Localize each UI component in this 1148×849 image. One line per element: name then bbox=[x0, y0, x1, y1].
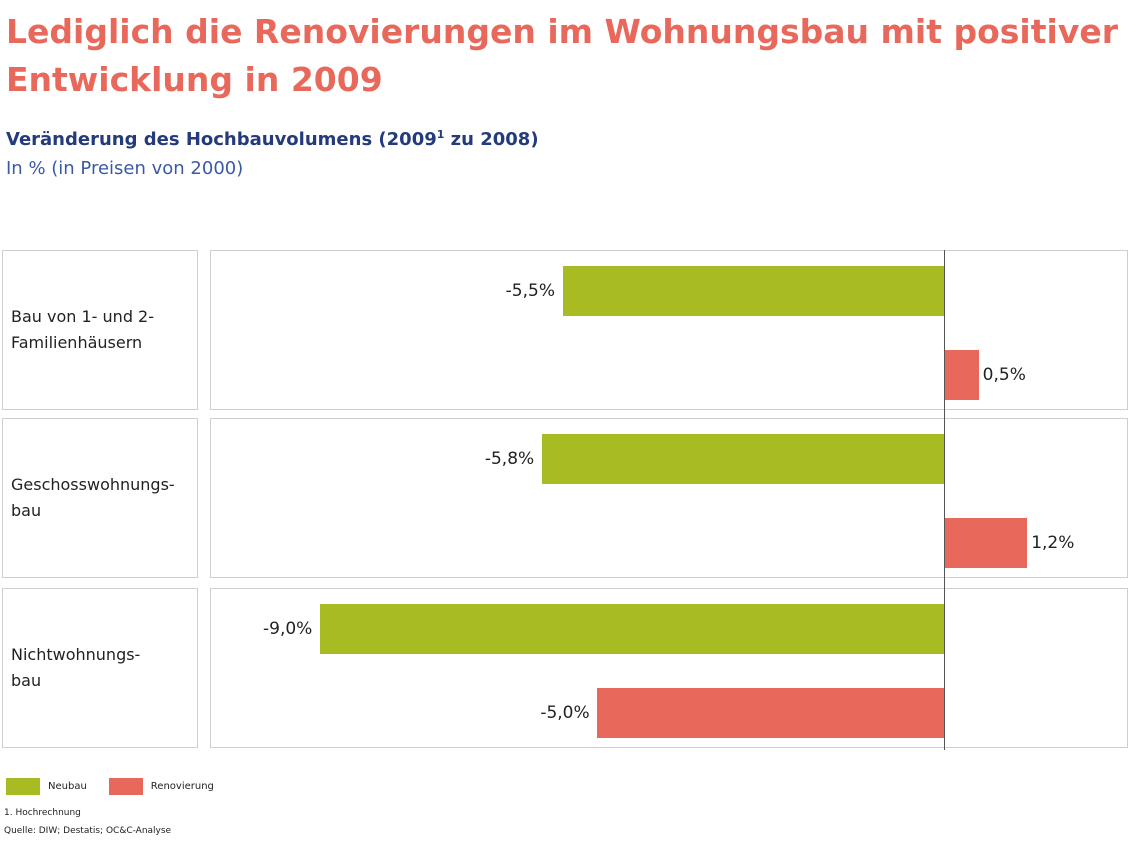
legend-swatch-neubau bbox=[6, 778, 40, 795]
data-label-neubau: -5,8% bbox=[484, 449, 535, 469]
plot-panel bbox=[210, 588, 1128, 748]
footnote: 1. Hochrechnung bbox=[4, 808, 81, 818]
plot-panel bbox=[210, 418, 1128, 578]
legend-label-neubau: Neubau bbox=[48, 781, 87, 792]
data-label-neubau: -5,5% bbox=[505, 281, 555, 301]
bar-renovierung bbox=[944, 518, 1028, 568]
data-label-renovierung: 0,5% bbox=[982, 365, 1026, 385]
subtitle-main: Veränderung des Hochbauvolumens (2009 bbox=[6, 129, 437, 150]
category-label: Geschosswohnungs- bau bbox=[11, 475, 175, 520]
subtitle-footnote-marker: 1 bbox=[436, 128, 445, 141]
legend-swatch-renovierung bbox=[108, 778, 143, 795]
category-label: Bau von 1- und 2- Familienhäusern bbox=[11, 307, 155, 352]
bar-neubau bbox=[541, 434, 944, 484]
chart-title: Lediglich die Renovierungen im Wohnungsb… bbox=[6, 12, 1118, 99]
unit-label: In % (in Preisen von 2000) bbox=[6, 158, 244, 179]
data-label-renovierung: 1,2% bbox=[1031, 533, 1075, 553]
data-label-renovierung: -5,0% bbox=[540, 703, 590, 723]
data-label-neubau: -9,0% bbox=[263, 619, 313, 639]
category-box: Nichtwohnungs- bau bbox=[2, 588, 198, 748]
plot-panel bbox=[210, 250, 1128, 410]
bar-neubau bbox=[562, 266, 944, 316]
source-note: Quelle: DIW; Destatis; OC&C-Analyse bbox=[4, 826, 172, 836]
category-box: Geschosswohnungs- bau bbox=[2, 418, 198, 578]
legend-label-renovierung: Renovierung bbox=[150, 781, 214, 792]
legend: Neubau Renovierung bbox=[6, 778, 214, 795]
category-label: Nichtwohnungs- bau bbox=[11, 645, 141, 690]
bar-renovierung bbox=[597, 688, 944, 738]
category-box: Bau von 1- und 2- Familienhäusern bbox=[2, 250, 198, 410]
subtitle-end: zu 2008) bbox=[444, 129, 539, 150]
bar-neubau bbox=[320, 604, 944, 654]
bar-renovierung bbox=[944, 350, 979, 400]
zero-axis-line bbox=[944, 250, 945, 750]
chart-subtitle: Veränderung des Hochbauvolumens (20091 z… bbox=[6, 128, 539, 150]
